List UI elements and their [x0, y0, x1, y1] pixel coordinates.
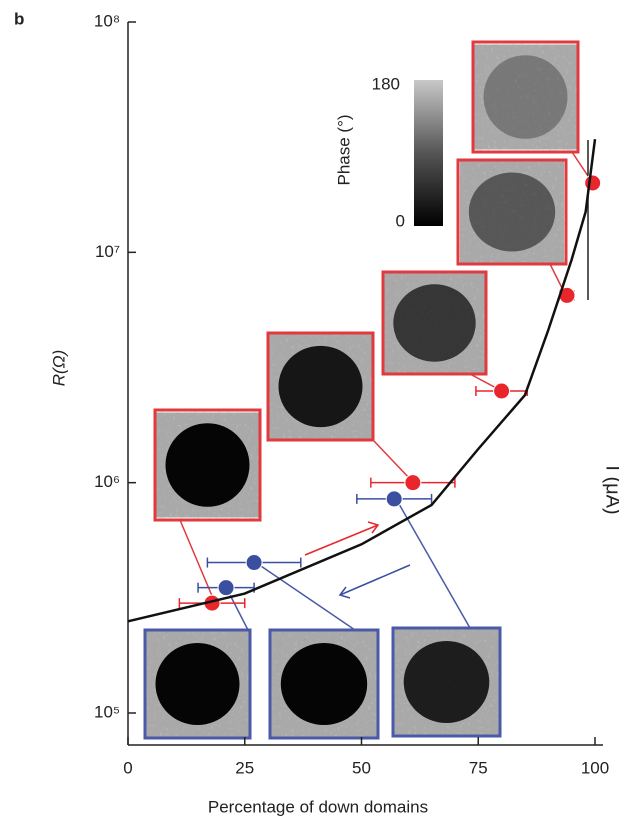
x-tick-label: 0	[123, 758, 132, 777]
domain-region	[404, 641, 490, 723]
insets	[145, 42, 592, 738]
data-point	[218, 580, 234, 596]
inset-image	[155, 410, 260, 520]
panel-label: b	[14, 9, 24, 28]
colorbar-label: Phase (°)	[334, 114, 353, 185]
y-tick-label: 10⁸	[94, 11, 120, 30]
data-point	[585, 175, 601, 191]
x-tick-label: 25	[235, 758, 254, 777]
inset-image	[473, 42, 578, 152]
colorbar-tick-label: 0	[396, 211, 405, 230]
y-tick-label: 10⁶	[94, 472, 120, 491]
x-tick-label: 75	[469, 758, 488, 777]
arrow	[340, 565, 410, 595]
colorbar-tick-label: 180	[372, 74, 400, 93]
inset-image	[393, 628, 500, 736]
inset-image	[270, 630, 378, 738]
x-tick-label: 100	[581, 758, 609, 777]
y-axis-label: R(Ω)	[49, 350, 68, 387]
domain-region	[484, 55, 568, 139]
inset-image	[268, 333, 373, 440]
data-point	[494, 383, 510, 399]
right-axis-label: I (μA)	[602, 465, 619, 514]
y-tick-label: 10⁷	[95, 242, 120, 261]
x-tick-label: 50	[352, 758, 371, 777]
domain-region	[281, 643, 367, 725]
data-point	[405, 475, 421, 491]
chart: b 180 0 Phase (°) I (μA) Percentage of d…	[0, 0, 619, 826]
inset-image	[145, 630, 250, 738]
domain-region	[469, 172, 555, 251]
data-point	[246, 555, 262, 571]
inset-image	[383, 272, 486, 374]
page: b 180 0 Phase (°) I (μA) Percentage of d…	[0, 0, 619, 826]
domain-region	[156, 643, 240, 725]
domain-region	[393, 284, 475, 362]
y-tick-label: 10⁵	[94, 702, 120, 721]
inset-image	[458, 160, 566, 264]
colorbar	[414, 80, 443, 226]
x-axis-label: Percentage of down domains	[208, 797, 428, 816]
domain-region	[279, 346, 363, 427]
domain-region	[166, 423, 250, 507]
inset-connectors	[226, 497, 470, 630]
data-point	[386, 491, 402, 507]
